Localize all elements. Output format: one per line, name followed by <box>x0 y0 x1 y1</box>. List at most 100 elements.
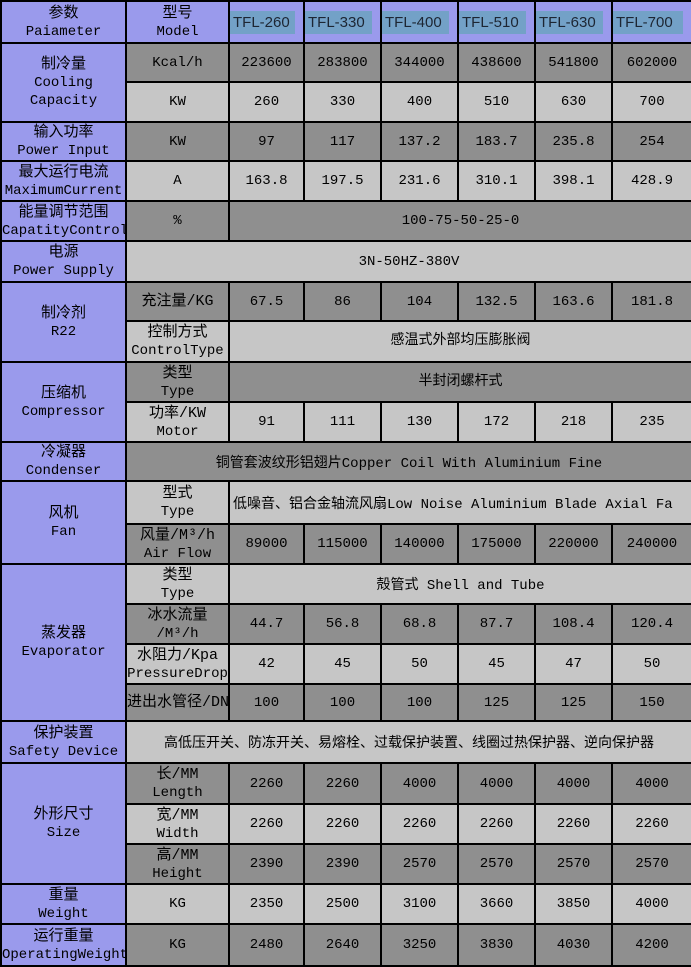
unit-zh: 型式 <box>162 485 193 502</box>
unit-cell: Kcal/h <box>125 42 230 83</box>
unit-cell: KG <box>125 923 230 967</box>
table-row: 最大运行电流 MaximumCurrent A 163.8 197.5 231.… <box>0 160 691 202</box>
model-header: 型号 Model <box>125 0 230 44</box>
model-name-chip: TFL-510 <box>460 10 526 34</box>
value-cell: 120.4 <box>611 603 691 645</box>
value-cell: 97 <box>228 121 305 162</box>
value-cell: 254 <box>611 121 691 162</box>
value-cell: 344000 <box>380 42 459 83</box>
merged-value-cell: 铜管套波纹形铝翅片Copper Coil With Aluminium Fine <box>125 441 691 482</box>
value-cell: 42 <box>228 643 305 685</box>
model-header-en: Model <box>156 23 199 40</box>
table-row: 电源 Power Supply 3N-50HZ-380V <box>0 240 691 283</box>
param-header-zh: 参数 <box>48 4 79 22</box>
section-label-safety: 保护装置 Safety Device <box>0 720 127 764</box>
table-row: 风量/M³/h Air Flow 89000 115000 140000 175… <box>1 523 691 565</box>
section-label-weight: 重量 Weight <box>0 883 127 925</box>
unit-cell: 水阻力/Kpa PressureDrop <box>125 643 230 685</box>
value-cell: 172 <box>457 401 536 443</box>
value-cell: 45 <box>457 643 536 685</box>
section-zh: 制冷量 <box>40 56 86 73</box>
section-label-cooling: 制冷量 Cooling Capacity <box>0 42 127 123</box>
model-name-chip: TFL-700 <box>614 10 683 34</box>
unit-cell: 宽/MM Width <box>125 803 230 845</box>
section-label-max-current: 最大运行电流 MaximumCurrent <box>0 160 127 202</box>
section-label-size: 外形尺寸 Size <box>0 762 127 885</box>
table-row: 制冷量 Cooling Capacity Kcal/h 223600 28380… <box>0 42 691 123</box>
value-cell: 125 <box>457 683 536 722</box>
section-en: Evaporator <box>21 644 106 660</box>
unit-cell: 高/MM Height <box>125 843 230 885</box>
section-zh: 压缩机 <box>40 384 86 402</box>
value-cell: 67.5 <box>228 281 305 322</box>
unit-cell: 控制方式 ControlType <box>125 320 230 363</box>
unit-zh: 长/MM <box>156 766 199 783</box>
value-cell: 235 <box>611 401 691 443</box>
section-label-capacity-control: 能量调节范围 CapatityControl <box>0 200 127 242</box>
value-cell: 197.5 <box>303 160 382 202</box>
unit-zh: 冰水流量 <box>147 606 208 624</box>
model-column-header: TFL-700 <box>611 0 691 44</box>
section-label-power-input: 输入功率 Power Input <box>0 121 127 162</box>
value-cell: 3100 <box>380 883 459 925</box>
value-cell: 44.7 <box>228 603 305 645</box>
value-cell: 398.1 <box>534 160 613 202</box>
table-row: 风机 Fan 型式 Type 低噪音、铝合金轴流风扇Low Noise Alum… <box>0 480 691 565</box>
section-en: Fan <box>50 524 77 540</box>
param-header: 参数 Paiameter <box>0 0 127 44</box>
value-cell: 235.8 <box>534 121 613 162</box>
value-cell: 510 <box>457 81 536 123</box>
section-en: MaximumCurrent <box>4 182 123 199</box>
section-en: Weight <box>38 905 89 922</box>
table-row: KW 260 330 400 510 630 700 <box>1 81 691 123</box>
value-cell: 220000 <box>534 523 613 565</box>
merged-value-cell: 感温式外部均压膨胀阀 <box>228 320 691 363</box>
table-row: 进出水管径/DN 100 100 100 125 125 150 <box>1 683 691 722</box>
value-cell: 163.6 <box>534 281 613 322</box>
section-label-compressor: 压缩机 Compressor <box>0 361 127 443</box>
model-name-chip: TFL-630 <box>537 10 603 34</box>
merged-value-cell: 高低压开关、防冻开关、易熔栓、过载保护装置、线圈过热保护器、逆向保护器 <box>125 720 691 764</box>
value-cell: 132.5 <box>457 281 536 322</box>
section-zh: 保护装置 <box>33 724 94 742</box>
unit-cell: KG <box>125 883 230 925</box>
table-row: 外形尺寸 Size 长/MM Length 2260 2260 4000 400… <box>0 762 691 885</box>
value-cell: 175000 <box>457 523 536 565</box>
section-label-operating-weight: 运行重量 OperatingWeight <box>0 923 127 967</box>
unit-cell: KW <box>125 121 230 162</box>
value-cell: 87.7 <box>457 603 536 645</box>
section-zh: 输入功率 <box>33 124 94 141</box>
unit-zh: 类型 <box>162 364 193 382</box>
unit-en: Type <box>160 585 195 602</box>
unit-cell: 功率/KW Motor <box>125 401 230 443</box>
section-zh: 制冷剂 <box>40 304 86 322</box>
value-cell: 2570 <box>380 843 459 885</box>
value-cell: 428.9 <box>611 160 691 202</box>
unit-zh: 宽/MM <box>156 806 199 824</box>
merged-value-cell: 3N-50HZ-380V <box>125 240 691 283</box>
value-cell: 218 <box>534 401 613 443</box>
value-cell: 2390 <box>228 843 305 885</box>
value-cell: 137.2 <box>380 121 459 162</box>
model-name-chip: TFL-400 <box>383 10 449 34</box>
unit-zh: 高/MM <box>156 846 199 864</box>
unit-cell: 风量/M³/h Air Flow <box>125 523 230 565</box>
value-cell: 2390 <box>303 843 382 885</box>
value-cell: 2260 <box>611 803 691 845</box>
value-cell: 223600 <box>228 42 305 83</box>
value-cell: 2260 <box>457 803 536 845</box>
section-en: Size <box>46 825 81 841</box>
value-cell: 2260 <box>228 803 305 845</box>
section-en: Power Input <box>17 143 110 159</box>
unit-cell: KW <box>125 81 230 123</box>
value-cell: 2570 <box>611 843 691 885</box>
value-cell: 130 <box>380 401 459 443</box>
section-zh: 能量调节范围 <box>18 203 109 221</box>
merged-value-cell: 100-75-50-25-0 <box>228 200 691 242</box>
value-cell: 111 <box>303 401 382 443</box>
value-cell: 108.4 <box>534 603 613 645</box>
model-name-chip: TFL-260 <box>231 10 295 34</box>
model-column-header: TFL-630 <box>534 0 613 44</box>
unit-en: Motor <box>156 423 199 440</box>
value-cell: 310.1 <box>457 160 536 202</box>
